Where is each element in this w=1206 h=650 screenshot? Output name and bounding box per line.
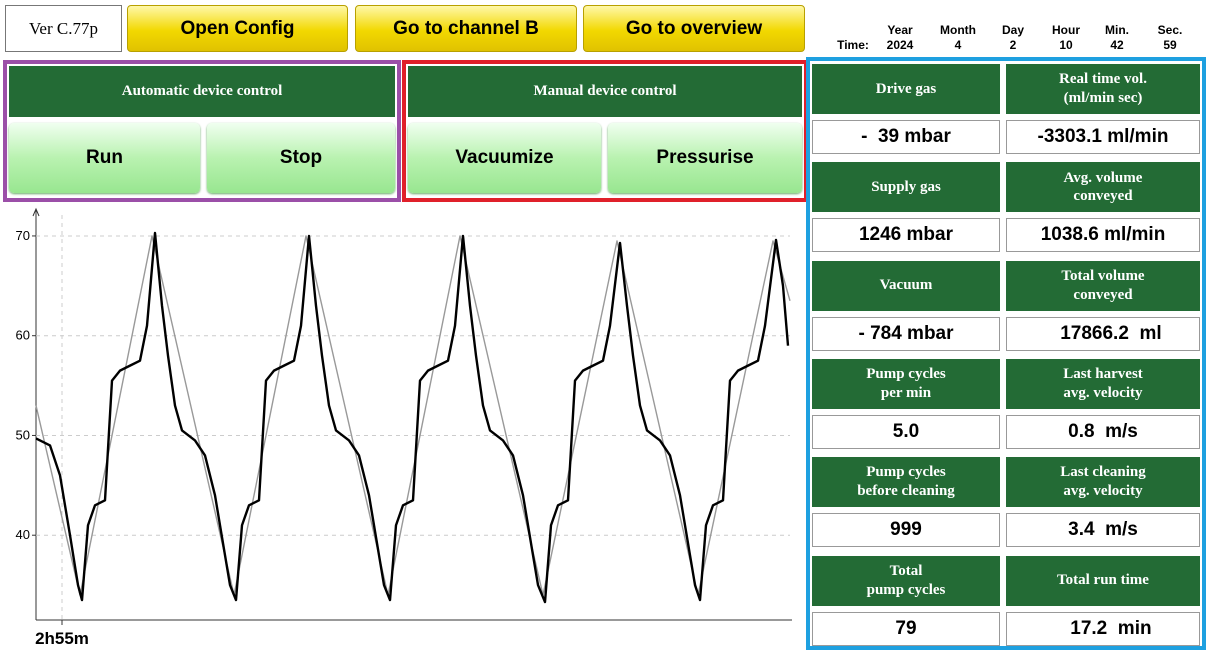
reading-value: 17.2 min	[1006, 611, 1200, 646]
panel-header: Automatic device control	[9, 66, 395, 117]
reading-value: - 39 mbar	[812, 120, 1000, 154]
y-tick-label: 70	[16, 228, 30, 243]
nav-button[interactable]: Go to channel B	[355, 5, 577, 52]
control-button[interactable]: Pressurise	[608, 123, 802, 193]
reading-value: 1246 mbar	[812, 218, 1000, 253]
time-field-value: 2	[1009, 38, 1017, 52]
manual-frame	[402, 60, 808, 202]
series-line	[35, 231, 790, 604]
y-tick-label: 50	[16, 427, 30, 442]
time-field-name: Day	[1001, 23, 1024, 37]
reading-value: 3.4 m/s	[1006, 513, 1200, 548]
nav-button[interactable]: Open Config	[127, 5, 348, 52]
nav-button[interactable]: Go to overview	[583, 5, 805, 52]
time-field-name: Year	[887, 23, 913, 37]
reading-label: Total volume conveyed	[1006, 260, 1200, 311]
reading-label: Drive gas	[812, 64, 1000, 114]
reading-value: -3303.1 ml/min	[1006, 120, 1200, 154]
y-axis-arrow	[32, 207, 40, 217]
reading-value: - 784 mbar	[812, 316, 1000, 351]
y-tick-label: 60	[16, 328, 30, 343]
readings-frame	[806, 57, 1206, 650]
time-field-value: 4	[954, 38, 962, 52]
version: Ver C.77p	[5, 5, 122, 52]
reading-value: 5.0	[812, 414, 1000, 449]
time-field-name: Min.	[1105, 23, 1129, 37]
series-line	[35, 235, 791, 596]
reading-value: 17866.2 ml	[1006, 316, 1200, 351]
time-field-name: Hour	[1052, 23, 1080, 37]
chart: 40 50 60 70 2h55m	[16, 207, 792, 648]
control-button[interactable]: Stop	[207, 123, 395, 193]
reading-label: Last cleaning avg. velocity	[1006, 457, 1200, 508]
reading-label: Pump cycles per min	[812, 358, 1000, 409]
time-field-name: Sec.	[1157, 23, 1183, 37]
time-field-name: Month	[940, 23, 976, 37]
time-field-value: 10	[1059, 38, 1073, 52]
reading-value: 1038.6 ml/min	[1006, 218, 1200, 253]
panel-header: Manual device control	[408, 66, 802, 117]
y-tick-label: 40	[16, 527, 30, 542]
time-field-value: 42	[1110, 38, 1124, 52]
reading-label: Vacuum	[812, 260, 1000, 311]
x-tick-label: 2h55m	[35, 629, 89, 648]
reading-label: Last harvest avg. velocity	[1006, 358, 1200, 409]
time-field-value: 2024	[886, 38, 914, 52]
reading-value: 0.8 m/s	[1006, 414, 1200, 449]
reading-value: 999	[812, 513, 1000, 548]
auto-frame	[3, 60, 401, 202]
reading-value: 79	[812, 611, 1000, 646]
reading-label: Avg. volume conveyed	[1006, 162, 1200, 213]
control-button[interactable]: Vacuumize	[408, 123, 601, 193]
reading-label: Real time vol. (ml/min sec)	[1006, 64, 1200, 114]
time-field-value: 59	[1163, 38, 1177, 52]
time-label: Time:	[837, 38, 869, 52]
reading-label: Total run time	[1006, 555, 1200, 606]
reading-label: Total pump cycles	[812, 555, 1000, 606]
reading-label: Supply gas	[812, 162, 1000, 213]
reading-label: Pump cycles before cleaning	[812, 457, 1000, 508]
control-button[interactable]: Run	[9, 123, 200, 193]
